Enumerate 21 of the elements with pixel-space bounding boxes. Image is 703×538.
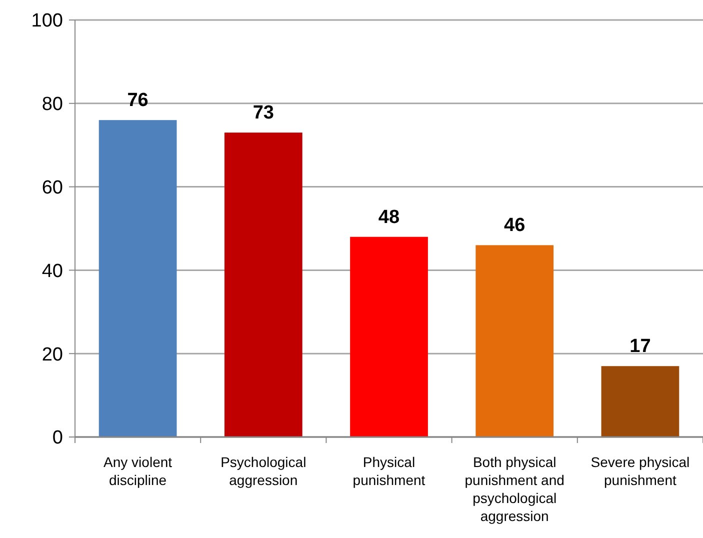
bar bbox=[601, 366, 680, 437]
bar bbox=[224, 132, 302, 437]
data-label: 48 bbox=[378, 206, 400, 228]
y-tick-label: 80 bbox=[42, 94, 63, 116]
x-tick-label: Any violent discipline bbox=[104, 454, 172, 488]
data-label: 46 bbox=[504, 215, 526, 236]
x-tick-label: Psychological aggression bbox=[220, 454, 306, 488]
y-tick-label: 0 bbox=[52, 428, 63, 449]
y-tick-label: 100 bbox=[31, 10, 63, 32]
bar bbox=[350, 236, 428, 437]
bar bbox=[98, 120, 177, 437]
y-tick-label: 40 bbox=[42, 260, 63, 282]
data-label: 76 bbox=[127, 90, 148, 112]
x-tick-label: Both physical punishment and psychological aggression bbox=[464, 454, 564, 524]
y-tick-label: 20 bbox=[42, 344, 63, 366]
data-label: 73 bbox=[252, 102, 274, 124]
x-tick-label: Severe physical punishment bbox=[590, 454, 690, 488]
y-tick-label: 60 bbox=[42, 177, 63, 198]
x-tick-label: Physical punishment bbox=[352, 454, 426, 488]
data-label: 17 bbox=[630, 336, 651, 358]
bar bbox=[476, 245, 554, 437]
